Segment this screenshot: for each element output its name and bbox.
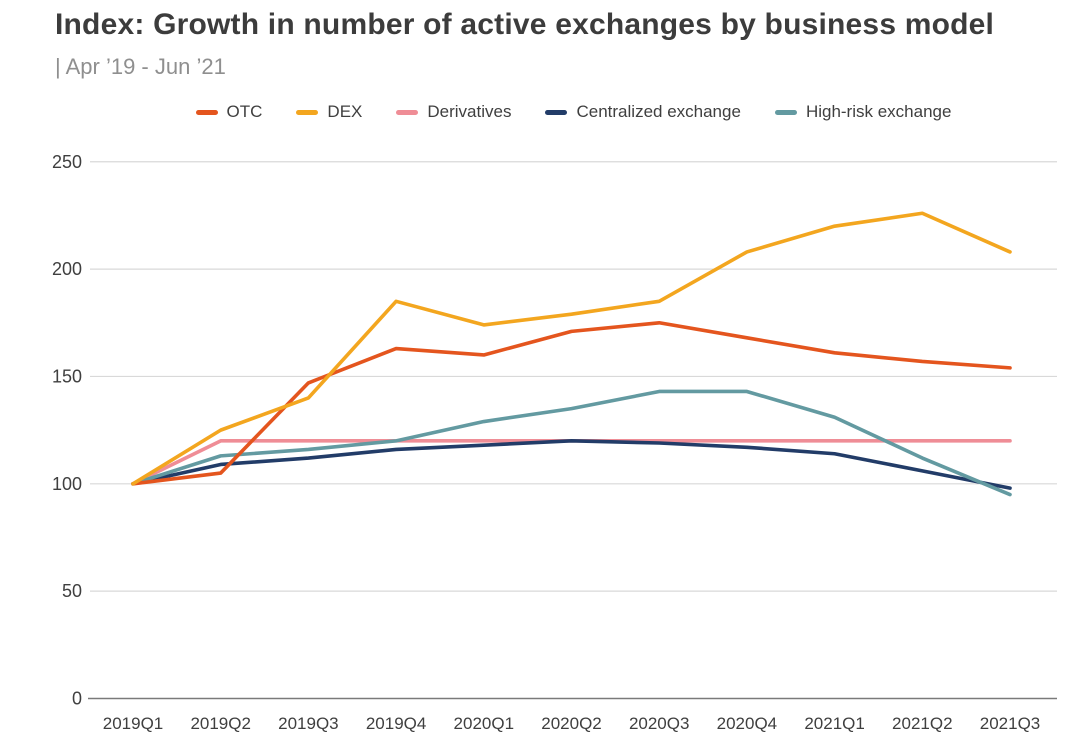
chart-title: Index: Growth in number of active exchan…	[55, 8, 995, 41]
legend-label: DEX	[327, 102, 363, 121]
x-tick-label: 2020Q3	[629, 714, 690, 733]
legend-item-centralized-exchange: Centralized exchange	[545, 102, 741, 122]
legend-swatch-otc	[195, 109, 218, 115]
legend-swatch-derivatives	[396, 109, 419, 115]
chart-legend: OTC DEX Derivatives Centralized exchange Hig…	[90, 102, 1057, 122]
x-tick-label: 2019Q2	[190, 714, 251, 733]
series-line-centralized-exchange	[131, 439, 1012, 490]
chart-subtitle: | Apr ’19 - Jun ’21	[55, 54, 226, 79]
y-tick-label: 250	[52, 152, 82, 172]
x-tick-label: 2020Q2	[541, 714, 602, 733]
legend-swatch-high-risk-exchange	[774, 109, 797, 115]
legend-item-derivatives: Derivatives	[396, 102, 511, 122]
series-line-otc	[131, 320, 1012, 486]
legend-label: OTC	[226, 102, 263, 121]
x-tick-label: 2019Q4	[366, 714, 427, 733]
x-tick-label: 2021Q3	[980, 714, 1041, 733]
x-tick-label: 2019Q1	[103, 714, 164, 733]
legend-label: Centralized exchange	[576, 102, 741, 121]
x-tick-label: 2020Q4	[717, 714, 778, 733]
legend-item-otc: OTC	[195, 102, 263, 122]
y-tick-label: 100	[52, 474, 82, 494]
legend-swatch-centralized-exchange	[545, 109, 568, 115]
series-line-dex	[131, 211, 1012, 486]
x-tick-label: 2019Q3	[278, 714, 339, 733]
y-tick-label: 150	[52, 366, 82, 386]
legend-label: High-risk exchange	[805, 102, 952, 121]
x-tick-label: 2021Q2	[892, 714, 953, 733]
legend-item-high-risk-exchange: High-risk exchange	[774, 102, 952, 122]
x-tick-label: 2020Q1	[454, 714, 515, 733]
legend-swatch-dex	[296, 109, 319, 115]
legend-label: Derivatives	[427, 102, 512, 121]
y-tick-label: 200	[52, 259, 82, 279]
x-tick-label: 2021Q1	[804, 714, 865, 733]
y-tick-label: 50	[62, 581, 82, 601]
series-line-high-risk-exchange	[131, 389, 1012, 497]
legend-item-dex: DEX	[296, 102, 362, 122]
y-tick-label: 0	[72, 689, 82, 709]
